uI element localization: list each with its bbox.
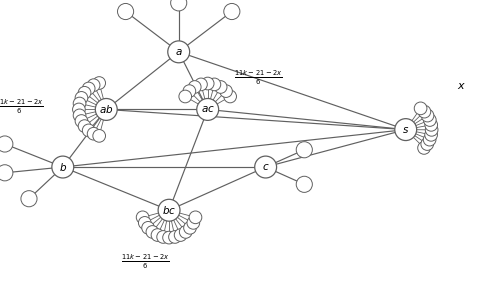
Ellipse shape [201, 77, 214, 90]
Ellipse shape [296, 142, 313, 158]
Ellipse shape [73, 97, 86, 110]
Ellipse shape [136, 211, 149, 224]
Ellipse shape [139, 217, 151, 229]
Ellipse shape [168, 41, 190, 63]
Text: $ab$: $ab$ [99, 103, 114, 115]
Text: $\frac{11k-21-2x}{6}$: $\frac{11k-21-2x}{6}$ [121, 253, 169, 271]
Ellipse shape [414, 102, 427, 115]
Ellipse shape [52, 156, 74, 178]
Ellipse shape [93, 77, 105, 89]
Ellipse shape [188, 81, 201, 93]
Ellipse shape [21, 191, 37, 207]
Ellipse shape [179, 90, 192, 103]
Ellipse shape [170, 0, 187, 11]
Text: $bc$: $bc$ [162, 204, 176, 216]
Ellipse shape [187, 217, 199, 229]
Ellipse shape [87, 79, 100, 92]
Ellipse shape [197, 98, 219, 120]
Ellipse shape [179, 226, 192, 238]
Ellipse shape [95, 98, 117, 120]
Text: $s$: $s$ [402, 125, 409, 134]
Ellipse shape [142, 221, 155, 234]
Ellipse shape [395, 119, 417, 141]
Ellipse shape [184, 221, 197, 234]
Ellipse shape [224, 3, 240, 20]
Ellipse shape [189, 211, 202, 224]
Text: $b$: $b$ [59, 161, 67, 173]
Ellipse shape [87, 127, 100, 140]
Ellipse shape [423, 133, 436, 146]
Ellipse shape [157, 231, 170, 243]
Ellipse shape [75, 92, 88, 104]
Ellipse shape [78, 120, 91, 132]
Ellipse shape [78, 86, 91, 99]
Ellipse shape [421, 138, 434, 150]
Ellipse shape [163, 231, 175, 244]
Ellipse shape [117, 3, 134, 20]
Ellipse shape [72, 103, 85, 116]
Ellipse shape [421, 109, 434, 122]
Ellipse shape [208, 78, 221, 91]
Ellipse shape [195, 78, 207, 91]
Ellipse shape [214, 81, 227, 93]
Ellipse shape [426, 124, 438, 136]
Text: $x$: $x$ [457, 82, 466, 91]
Ellipse shape [174, 229, 187, 241]
Ellipse shape [220, 85, 232, 97]
Ellipse shape [158, 199, 180, 221]
Ellipse shape [82, 82, 95, 95]
Ellipse shape [0, 136, 13, 152]
Ellipse shape [255, 156, 277, 178]
Ellipse shape [425, 119, 438, 131]
Ellipse shape [296, 176, 313, 192]
Text: $ac$: $ac$ [201, 105, 214, 114]
Ellipse shape [93, 130, 105, 142]
Ellipse shape [146, 226, 159, 238]
Ellipse shape [0, 165, 13, 181]
Ellipse shape [183, 85, 196, 97]
Ellipse shape [418, 105, 431, 118]
Ellipse shape [82, 124, 95, 137]
Ellipse shape [73, 109, 86, 122]
Text: $\frac{11k-21-2x}{6}$: $\frac{11k-21-2x}{6}$ [234, 69, 283, 87]
Ellipse shape [224, 90, 237, 103]
Ellipse shape [425, 128, 438, 141]
Ellipse shape [424, 114, 436, 126]
Ellipse shape [169, 231, 181, 243]
Text: $\frac{11k-21-2x}{6}$: $\frac{11k-21-2x}{6}$ [0, 97, 43, 116]
Ellipse shape [418, 142, 430, 154]
Text: $a$: $a$ [175, 47, 183, 57]
Ellipse shape [151, 229, 164, 241]
Text: $c$: $c$ [262, 162, 270, 172]
Ellipse shape [75, 115, 88, 127]
